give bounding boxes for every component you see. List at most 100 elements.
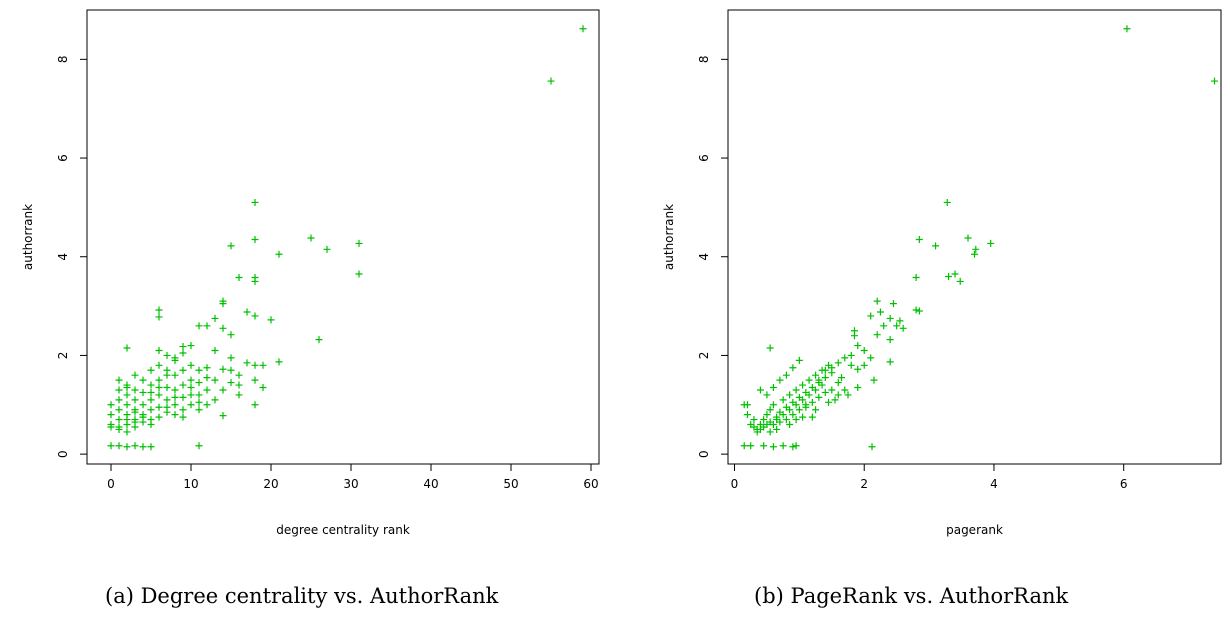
data-point xyxy=(227,366,235,374)
data-point xyxy=(139,443,147,451)
data-point xyxy=(873,297,881,305)
data-point xyxy=(131,386,139,394)
data-point xyxy=(251,198,259,206)
data-point xyxy=(776,418,784,426)
data-point xyxy=(805,376,813,384)
data-point xyxy=(203,401,211,409)
data-point xyxy=(219,365,227,373)
data-point xyxy=(844,391,852,399)
data-point xyxy=(945,272,953,280)
y-tick-label: 4 xyxy=(697,253,711,261)
data-point xyxy=(163,371,171,379)
data-point xyxy=(876,308,884,316)
data-point xyxy=(971,250,978,258)
data-point xyxy=(1211,77,1219,85)
data-point xyxy=(115,386,123,394)
data-point xyxy=(219,386,227,394)
data-point xyxy=(123,428,131,436)
data-point xyxy=(912,273,920,281)
data-point xyxy=(847,361,855,369)
data-point xyxy=(812,386,820,394)
data-point xyxy=(123,443,131,451)
data-point xyxy=(147,381,155,389)
y-tick-label: 2 xyxy=(697,352,711,360)
data-point xyxy=(805,391,813,399)
data-point xyxy=(147,443,155,451)
caption-pagerank: (b) PageRank vs. AuthorRank xyxy=(754,584,1069,608)
data-point xyxy=(860,361,868,369)
data-point xyxy=(825,361,833,369)
data-point xyxy=(769,384,777,392)
data-point xyxy=(155,361,163,369)
data-point xyxy=(854,342,862,350)
x-tick-label: 50 xyxy=(503,477,518,491)
data-point xyxy=(219,300,227,308)
data-point xyxy=(243,308,251,316)
data-point xyxy=(815,393,823,401)
x-tick-label: 0 xyxy=(731,477,739,491)
data-point xyxy=(195,406,203,414)
data-point xyxy=(889,300,897,308)
data-point xyxy=(951,270,959,278)
data-point xyxy=(792,401,800,409)
x-tick-label: 30 xyxy=(343,477,358,491)
data-point xyxy=(779,396,787,404)
data-point xyxy=(211,314,219,322)
data-point xyxy=(854,384,862,392)
data-point xyxy=(769,401,777,409)
data-point xyxy=(834,379,842,387)
data-point xyxy=(187,361,195,369)
data-point xyxy=(219,412,227,420)
x-tick-label: 2 xyxy=(860,477,868,491)
data-point xyxy=(915,307,923,315)
scatter-plot-degree-centrality: 0 10 20 30 40 50 60 0 2 4 6 8 degree centrality rank… xyxy=(21,9,600,537)
data-point xyxy=(203,374,211,382)
plot-frame xyxy=(727,9,1222,465)
data-point xyxy=(972,245,980,253)
data-point xyxy=(243,359,251,367)
data-point xyxy=(195,379,203,387)
y-tick-label: 6 xyxy=(697,154,711,162)
data-point xyxy=(756,386,764,394)
data-point xyxy=(769,443,777,451)
data-point xyxy=(115,406,123,414)
data-point xyxy=(867,354,875,362)
data-point xyxy=(579,25,587,33)
data-point xyxy=(139,388,147,396)
data-point xyxy=(773,425,781,433)
data-point xyxy=(219,324,227,332)
data-point xyxy=(179,381,187,389)
data-point xyxy=(227,242,235,250)
data-point xyxy=(776,376,784,384)
data-point xyxy=(760,416,768,424)
data-point xyxy=(873,331,881,339)
data-point xyxy=(886,358,894,366)
data-point xyxy=(187,342,195,350)
data-point xyxy=(779,411,787,419)
data-point xyxy=(766,344,774,352)
data-point xyxy=(782,371,790,379)
data-point xyxy=(147,366,155,374)
data-point xyxy=(860,347,868,354)
x-tick-label: 20 xyxy=(263,477,278,491)
data-point xyxy=(123,384,131,392)
data-point xyxy=(834,391,842,399)
data-point xyxy=(139,413,147,421)
data-point xyxy=(880,322,888,330)
data-point xyxy=(251,401,259,409)
scatter-plot-pagerank: 0 2 4 6 0 2 4 6 8 pagerank authorrank xyxy=(662,9,1222,537)
data-point xyxy=(896,317,904,325)
data-point xyxy=(769,421,777,429)
data-point xyxy=(307,234,315,242)
data-point xyxy=(547,77,555,85)
data-point xyxy=(789,364,797,372)
data-point xyxy=(115,376,123,384)
data-point xyxy=(131,408,139,416)
data-point xyxy=(795,356,803,364)
data-point xyxy=(131,442,139,450)
data-point xyxy=(179,413,187,421)
data-point xyxy=(893,322,901,330)
data-point xyxy=(171,393,179,401)
data-point xyxy=(227,379,235,387)
data-point xyxy=(841,386,849,394)
